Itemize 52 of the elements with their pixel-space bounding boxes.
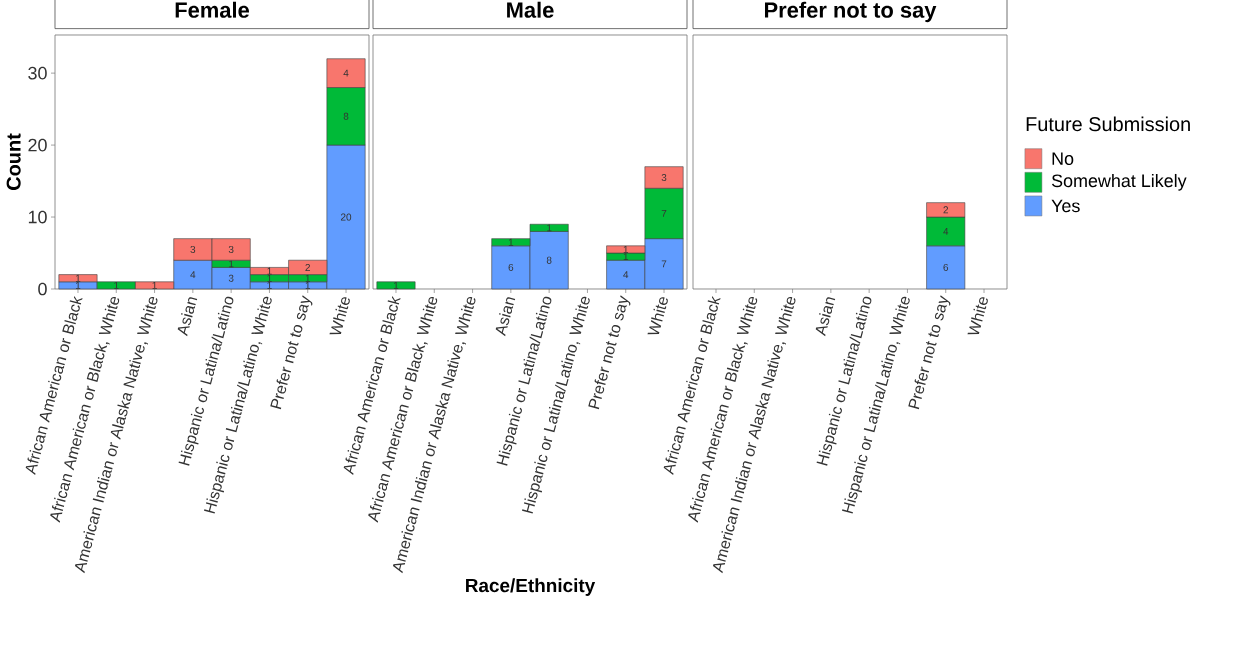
x-tick-label: Asian [815,297,836,337]
data-label: 1 [305,281,311,289]
data-label: 1 [623,245,629,253]
data-label: 3 [228,245,234,253]
y-tick-label: 20 [28,138,47,152]
data-label: 6 [508,263,514,271]
data-label: 4 [343,69,349,77]
y-tick-label: 10 [28,210,47,224]
bar [376,281,416,290]
chart-title: Prefer not to say [765,1,937,23]
data-label: 3 [661,173,667,181]
data-label: 2 [305,263,311,271]
data-label: 1 [114,281,119,289]
data-label: 4 [943,228,949,235]
data-label: 1 [75,281,81,289]
legend-label: Somewhat Likely [1051,173,1187,191]
y-tick-label: 0 [38,282,47,296]
chart-title: Female [175,1,250,18]
data-label: 1 [508,238,514,246]
data-label: 1 [547,224,552,232]
x-tick-label: Asian [495,297,516,337]
data-label: 3 [228,274,234,282]
data-label: 2 [943,206,949,214]
chart-title: Male [507,1,554,18]
legend-title: Future Submission [1026,116,1190,132]
data-label: 7 [661,260,667,268]
data-label: 4 [190,271,196,279]
x-tick-label: White [967,297,988,335]
data-label: 8 [343,112,349,120]
x-tick-label: Asian [177,297,198,337]
data-label: 6 [943,263,949,271]
legend-label: No [1052,152,1074,165]
data-label: 3 [190,245,196,253]
data-label: 1 [267,281,272,289]
x-tick-label: White [647,297,668,335]
data-label: 1 [623,253,629,261]
data-label: 1 [267,267,272,275]
data-label: 8 [546,256,552,264]
data-label: 7 [661,210,667,217]
data-label: 4 [623,271,629,279]
y-tick-label: 30 [28,66,47,80]
x-axis-title: Race/Ethnicity [466,578,596,596]
data-label: 1 [267,274,272,282]
data-label: 1 [75,274,81,282]
legend-label: Yes [1051,199,1080,213]
data-label: 1 [229,260,234,268]
data-label: 1 [305,274,311,282]
data-label: 1 [152,281,157,289]
x-tick-label: White [329,297,350,335]
data-label: 20 [340,213,352,221]
y-axis-title: Count [6,133,21,190]
data-label: 1 [393,281,399,289]
